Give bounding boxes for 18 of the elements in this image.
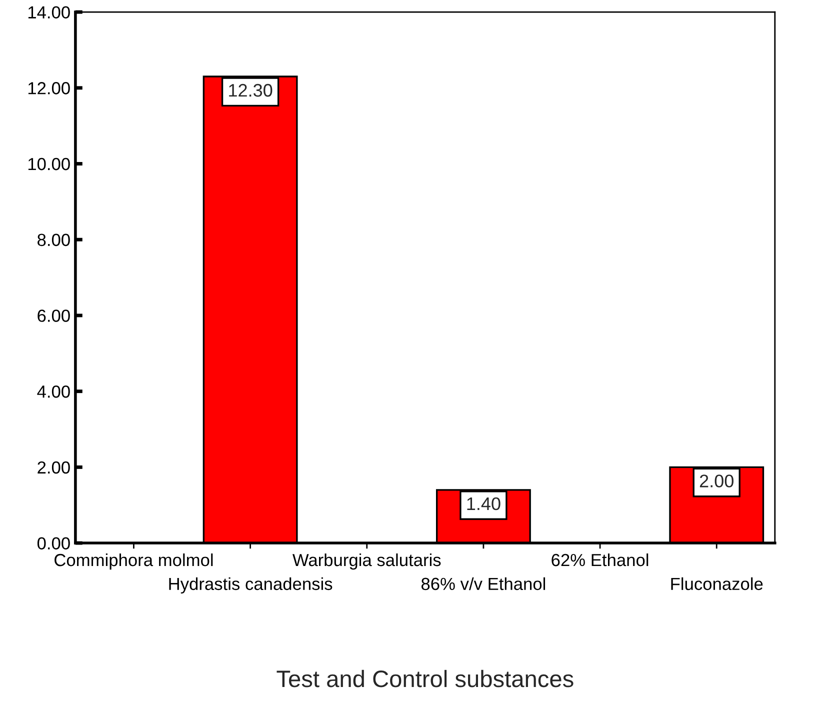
x-tick-label: Commiphora molmol: [54, 553, 213, 570]
y-tick-label: 4.00: [37, 385, 70, 398]
x-tick-label: 86% v/v Ethanol: [421, 577, 546, 590]
x-tick-label: Hydrastis canadensis: [169, 577, 332, 594]
data-label: 12.30: [229, 84, 272, 97]
data-label: 2.00: [700, 474, 734, 488]
y-tick-label: 8.00: [38, 234, 70, 246]
data-label: 1.40: [467, 497, 500, 510]
y-tick-label: 0.00: [37, 537, 70, 550]
x-tick-label: Fluconazole: [671, 577, 763, 590]
y-tick-label: 6.00: [38, 310, 70, 322]
y-tick-label: 2.00: [38, 461, 70, 474]
x-tick-label: 62% Ethanol: [552, 553, 648, 566]
x-tick-label: Warburgia salutaris: [292, 553, 441, 570]
y-tick-label: 12.00: [28, 82, 70, 94]
y-tick-label: 10.00: [28, 158, 70, 170]
y-tick-label: 14.00: [28, 6, 70, 18]
x-axis-title: Test and Control substances: [276, 670, 574, 688]
